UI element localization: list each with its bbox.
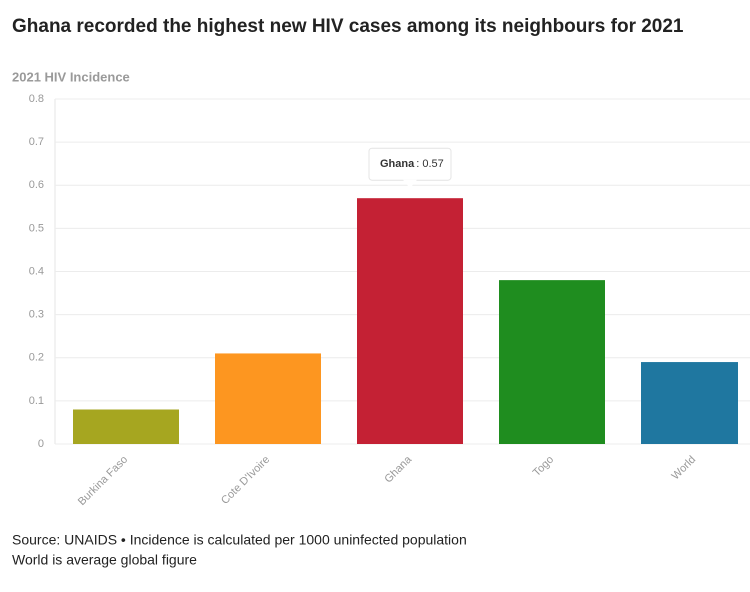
- tooltip: Ghana: 0.57: [368, 147, 452, 189]
- chart-title: Ghana recorded the highest new HIV cases…: [12, 16, 684, 37]
- bar: [215, 353, 321, 444]
- bar: [641, 362, 738, 444]
- bar: [73, 409, 179, 444]
- bars: [73, 198, 738, 444]
- x-tick-label: Cote D'Ivoire: [219, 454, 272, 507]
- note: World is average global figure: [12, 552, 197, 568]
- y-tick-label: 0.4: [29, 265, 44, 277]
- x-tick-label: Burkina Faso: [76, 454, 130, 508]
- note: Source: UNAIDS • Incidence is calculated…: [12, 532, 467, 548]
- tooltip-value: : 0.57: [416, 158, 444, 170]
- y-tick-label: 0: [38, 438, 44, 450]
- x-tick-label: World: [670, 454, 699, 483]
- y-tick-label: 0.1: [29, 395, 44, 407]
- bar: [357, 198, 463, 444]
- y-tick-label: 0.6: [29, 179, 44, 191]
- tooltip-text: Ghana: 0.57: [380, 158, 444, 170]
- y-tick-label: 0.3: [29, 309, 44, 321]
- y-tick-label: 0.5: [29, 222, 44, 234]
- x-tick-label: Ghana: [382, 453, 414, 485]
- y-axis-label: 2021 HIV Incidence: [12, 69, 130, 84]
- bar: [499, 280, 605, 444]
- y-tick-label: 0.7: [29, 136, 44, 148]
- x-tick-label: Togo: [531, 454, 556, 479]
- y-tick-label: 0.2: [29, 352, 44, 364]
- y-tick-label: 0.8: [29, 93, 44, 105]
- tooltip-pointer: [403, 179, 417, 189]
- tooltip-title: Ghana: [380, 158, 415, 170]
